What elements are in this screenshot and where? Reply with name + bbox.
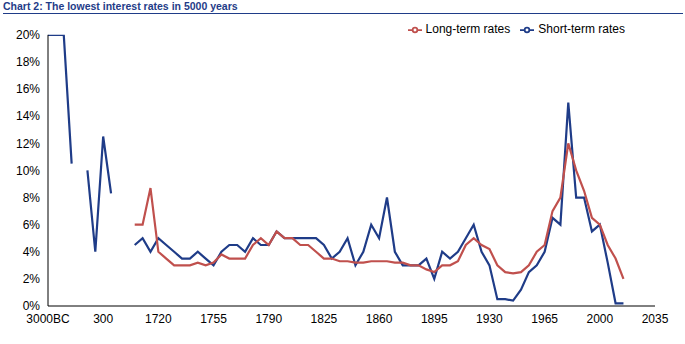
svg-text:8%: 8%	[23, 191, 41, 205]
html-text:Long-term rates: Long-term rates	[425, 22, 511, 36]
svg-text:6%: 6%	[23, 218, 41, 232]
svg-text:10%: 10%	[16, 164, 40, 178]
svg-text:1930: 1930	[476, 312, 503, 326]
html-text:Chart 2: The lowest interest r: Chart 2: The lowest interest rates in 50…	[3, 0, 238, 12]
svg-text:20%: 20%	[16, 28, 40, 42]
svg-text:1755: 1755	[200, 312, 227, 326]
svg-text:2000: 2000	[586, 312, 613, 326]
html-text:Short-term rates: Short-term rates	[538, 22, 625, 36]
svg-text:3000BC: 3000BC	[26, 312, 70, 326]
svg-text:2035: 2035	[642, 312, 669, 326]
svg-text:1790: 1790	[255, 312, 282, 326]
svg-text:4%: 4%	[23, 245, 41, 259]
svg-text:1825: 1825	[311, 312, 338, 326]
svg-text:1860: 1860	[366, 312, 393, 326]
svg-text:1965: 1965	[531, 312, 558, 326]
svg-text:1895: 1895	[421, 312, 448, 326]
svg-text:16%: 16%	[16, 82, 40, 96]
svg-text:12%: 12%	[16, 137, 40, 151]
svg-text:1720: 1720	[145, 312, 172, 326]
svg-text:2%: 2%	[23, 272, 41, 286]
svg-text:300: 300	[93, 312, 113, 326]
svg-text:14%: 14%	[16, 109, 40, 123]
svg-text:0%: 0%	[23, 299, 41, 313]
svg-text:18%: 18%	[16, 55, 40, 69]
